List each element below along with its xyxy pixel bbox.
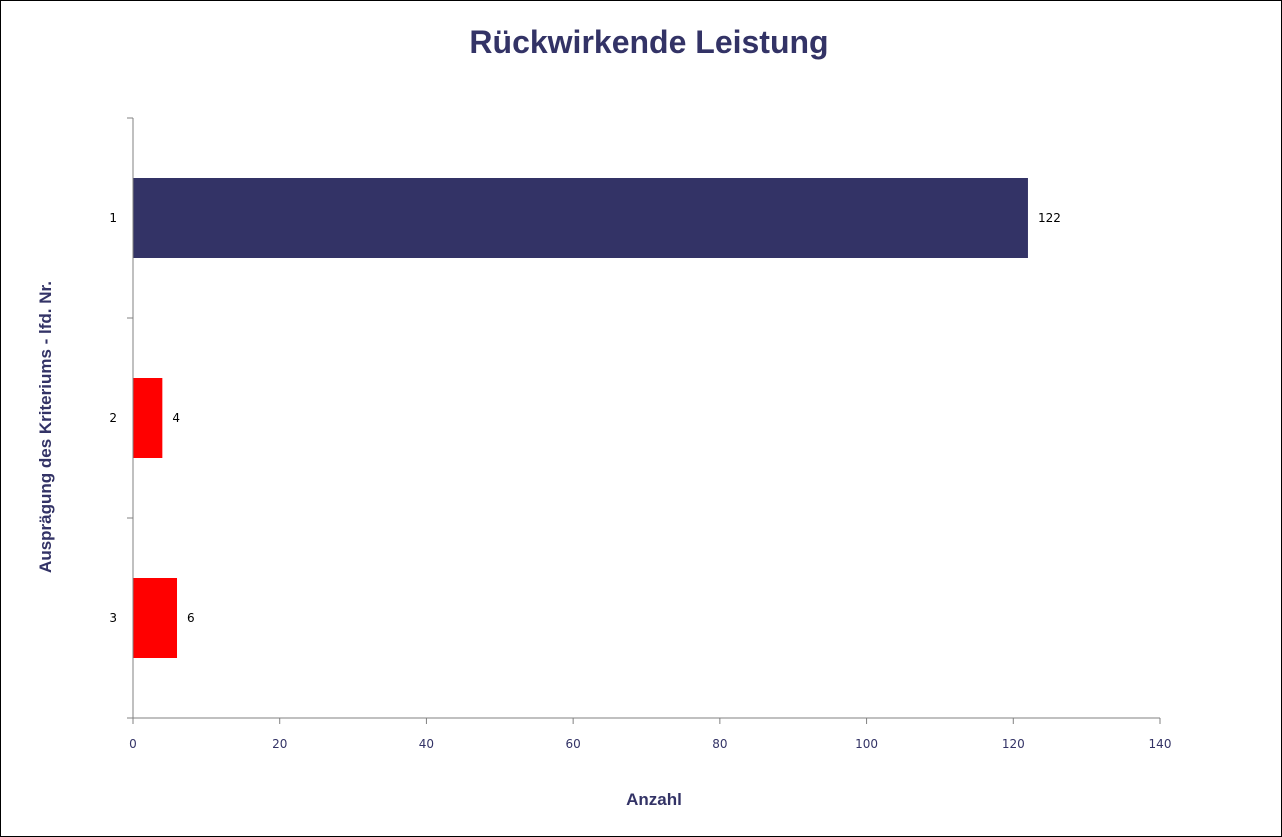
y-tick-label-1: 1 [109,211,117,225]
x-tick-label-100: 100 [855,737,878,751]
x-tick-label-40: 40 [419,737,434,751]
data-label-3: 6 [187,611,195,625]
plot-group: 122 1 4 2 6 3 0 20 40 60 80 100 120 140 [109,117,1172,751]
x-tick-label-0: 0 [129,737,137,751]
bar-3 [133,578,178,658]
y-tick-label-2: 2 [109,411,117,425]
data-label-1: 122 [1038,211,1061,225]
x-tick-label-140: 140 [1149,737,1172,751]
x-axis-title: Anzahl [626,790,682,809]
bar-2 [133,378,163,458]
y-axis-title: Ausprägung des Kriteriums - lfd. Nr. [36,281,55,573]
x-tick-label-80: 80 [712,737,727,751]
y-tick-label-3: 3 [109,611,117,625]
data-label-2: 4 [172,411,180,425]
bar-1 [133,178,1028,258]
x-tick-label-20: 20 [272,737,287,751]
x-tick-label-60: 60 [566,737,581,751]
chart-title: Rückwirkende Leistung [469,24,828,60]
x-tick-label-120: 120 [1002,737,1025,751]
